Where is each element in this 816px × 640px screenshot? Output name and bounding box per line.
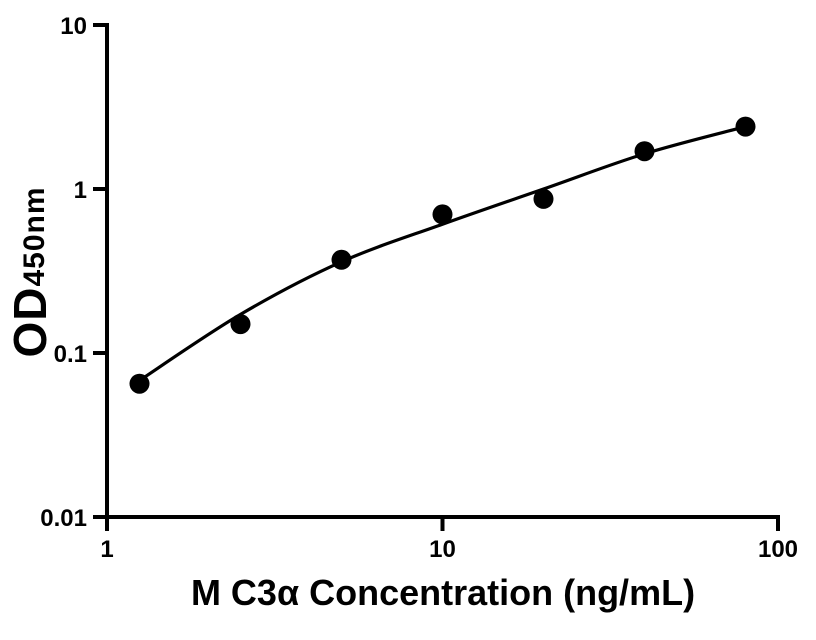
data-point-5 xyxy=(331,249,352,270)
data-point-10 xyxy=(432,204,453,225)
x-tick-label-100: 100 xyxy=(758,536,798,563)
y-axis-title-base: OD xyxy=(4,286,56,358)
fit-curve xyxy=(137,125,748,383)
x-axis-title: M C3α Concentration (ng/mL) xyxy=(190,572,696,613)
data-point-20 xyxy=(533,188,554,209)
y-axis-title: OD450nm xyxy=(4,186,56,358)
y-tick-label-0.01: 0.01 xyxy=(40,505,87,532)
data-point-1.25 xyxy=(129,373,150,394)
x-tick-label-10: 10 xyxy=(429,536,456,563)
axis-spines xyxy=(105,23,780,519)
data-point-80 xyxy=(735,116,756,137)
data-point-2.5 xyxy=(230,314,251,335)
data-point-40 xyxy=(634,141,655,162)
y-tick-label-1: 1 xyxy=(74,177,87,204)
y-axis-title-subscript: 450nm xyxy=(18,186,51,287)
y-tick-label-10: 10 xyxy=(60,13,87,40)
y-tick-label-0.1: 0.1 xyxy=(54,341,87,368)
x-tick-label-1: 1 xyxy=(100,536,113,563)
